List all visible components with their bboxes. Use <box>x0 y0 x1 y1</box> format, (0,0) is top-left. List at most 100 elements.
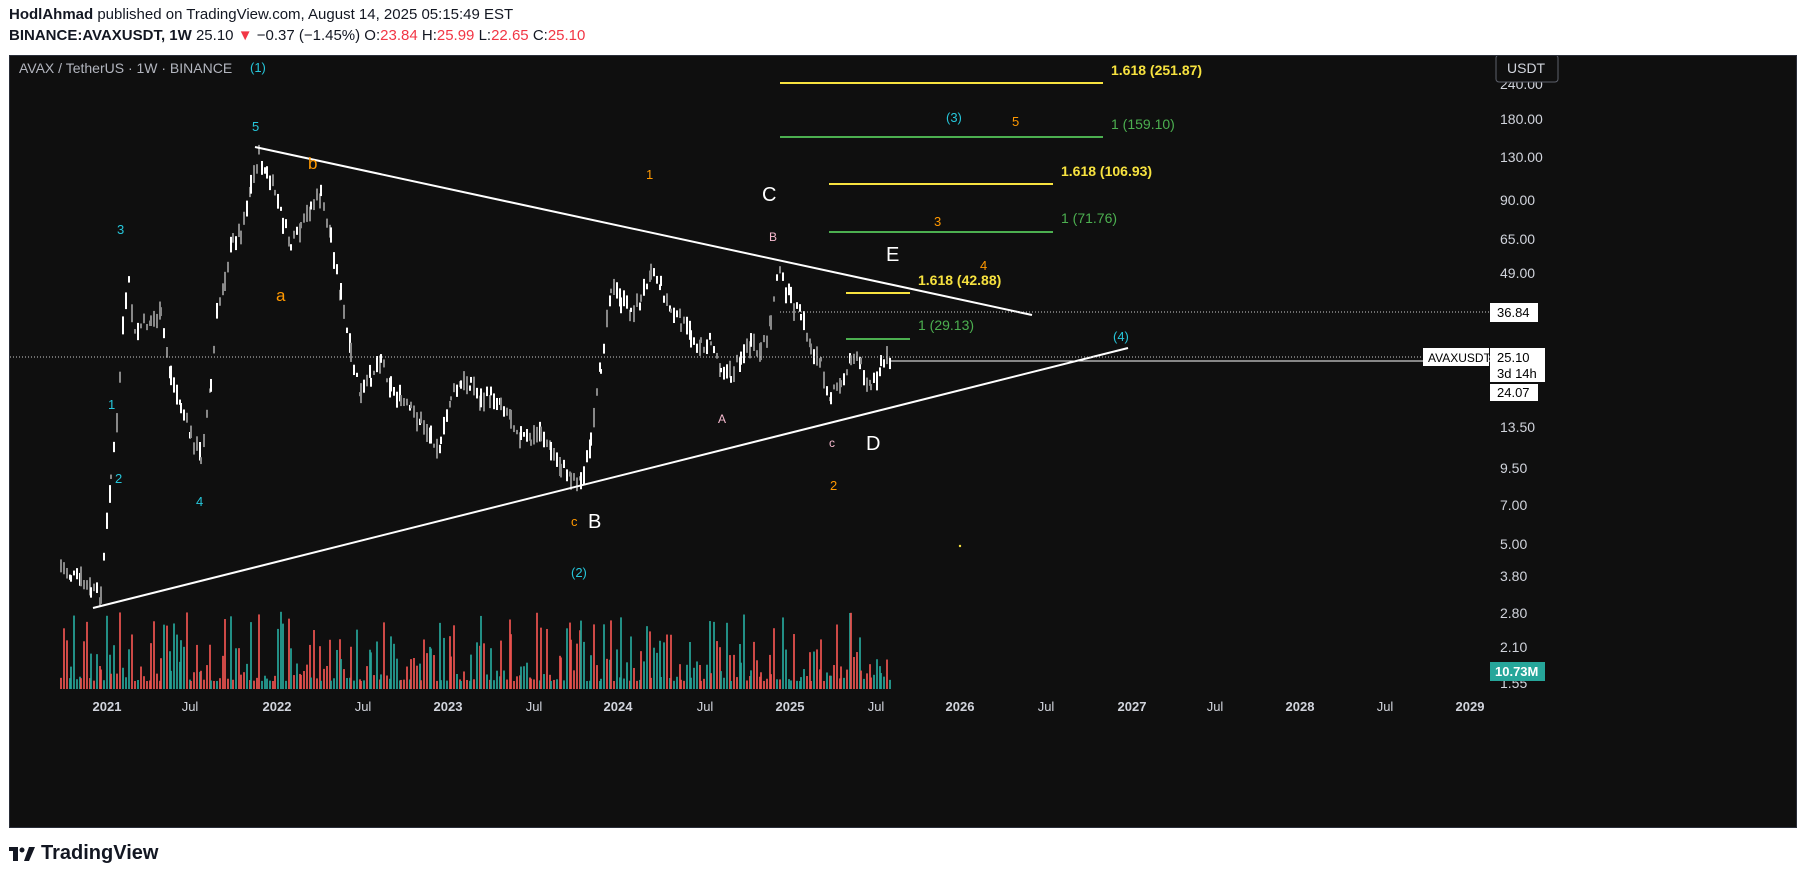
price-axis-label: 49.00 <box>1500 265 1535 281</box>
upper-trendline[interactable] <box>254 146 1033 316</box>
candle <box>496 397 498 411</box>
volume-bar <box>603 624 605 689</box>
candle <box>653 268 655 277</box>
price-axis[interactable]: 240.00180.00130.0090.0065.0049.0013.509.… <box>1500 76 1543 691</box>
candle <box>423 420 425 435</box>
volume-bar <box>756 660 758 689</box>
candle <box>243 211 245 225</box>
volume-bar <box>666 634 668 689</box>
candle <box>853 353 855 364</box>
candle <box>340 283 342 300</box>
volume-bar <box>556 679 558 689</box>
time-axis[interactable]: 2021 Jul 2022 Jul 2023 Jul 2024 Jul 2025 Jul 2026 J… <box>93 699 1485 714</box>
wave-label: A <box>718 412 726 426</box>
candle <box>666 293 668 306</box>
volume-bar <box>869 664 871 689</box>
candle <box>879 367 881 377</box>
last-price: 25.10 <box>195 27 234 44</box>
candle <box>200 457 202 465</box>
volume-bar <box>193 672 195 689</box>
candle <box>199 442 201 461</box>
volume-bar <box>670 634 672 689</box>
lower-trendline[interactable] <box>92 347 1129 609</box>
volume-bar <box>679 664 681 689</box>
chart-canvas[interactable]: AVAX / TetherUS · 1W · BINANCE 1.618 (25… <box>10 56 1797 828</box>
volume-bar <box>540 627 542 689</box>
currency-button-label: USDT <box>1507 60 1546 76</box>
volume-bar <box>870 677 872 689</box>
candle <box>166 347 168 358</box>
volume-bar <box>366 666 368 689</box>
candle <box>700 337 702 343</box>
candle <box>316 188 318 201</box>
candle <box>469 385 471 391</box>
candle <box>274 189 276 196</box>
volume-bar <box>203 679 205 689</box>
volume-bar <box>70 666 72 689</box>
volume-bar <box>699 664 701 689</box>
candle <box>460 380 462 389</box>
candle <box>723 366 725 380</box>
volume-bar <box>86 621 88 689</box>
change-arrow-icon: ▼ <box>237 27 253 44</box>
volume-bar <box>473 679 475 689</box>
price-axis-label: 2.80 <box>1500 605 1527 621</box>
candle <box>238 223 240 238</box>
candle <box>699 339 701 356</box>
volume-bar <box>173 623 175 689</box>
volume-bar <box>380 674 382 689</box>
candle <box>453 383 455 393</box>
wave-label: 3 <box>117 222 124 237</box>
volume-bar <box>640 651 642 689</box>
candle <box>609 295 611 307</box>
candle <box>93 583 95 592</box>
volume-bar <box>243 672 245 689</box>
volume-bar <box>238 648 240 689</box>
fib-label-29: 1 (29.13) <box>918 317 974 333</box>
candle <box>470 376 472 383</box>
volume-bar <box>553 679 555 689</box>
candle <box>640 294 642 302</box>
candle <box>440 436 442 445</box>
candle <box>63 562 65 575</box>
volume-bar <box>526 662 528 689</box>
wave-label: C <box>762 184 776 206</box>
candle <box>140 323 142 329</box>
candle <box>530 439 532 446</box>
volume-bar <box>440 680 442 689</box>
volume-bar <box>390 636 392 689</box>
candle <box>790 286 792 304</box>
chart-pane[interactable]: AVAX / TetherUS · 1W · BINANCE 1.618 (25… <box>9 55 1797 828</box>
volume-bar <box>600 678 602 689</box>
volume-bar <box>143 676 145 689</box>
volume-bar <box>636 680 638 689</box>
candle <box>180 403 182 414</box>
volume-bar <box>113 645 115 689</box>
author-name[interactable]: HodlAhmad <box>9 6 94 23</box>
candle <box>639 302 641 311</box>
volume-bar <box>520 666 522 689</box>
volume-bar <box>690 677 692 689</box>
volume-bar <box>353 680 355 689</box>
footer-branding[interactable]: TradingView <box>9 842 158 865</box>
volume-bar <box>573 670 575 689</box>
candle <box>596 388 598 396</box>
close-value: 25.10 <box>547 27 586 44</box>
volume-bar <box>729 655 731 689</box>
volume-bar <box>246 663 248 689</box>
low-price-value: 24.07 <box>1497 385 1530 400</box>
volume-bar <box>206 665 208 689</box>
currency-button[interactable] <box>1495 56 1559 83</box>
candle <box>773 296 775 302</box>
candle <box>776 274 778 281</box>
volume-bar <box>673 680 675 689</box>
candle <box>523 432 525 437</box>
candle <box>190 425 192 439</box>
candle <box>782 272 784 281</box>
candle <box>232 233 234 243</box>
candle <box>213 345 215 354</box>
candle <box>580 472 582 490</box>
time-axis-label: Jul <box>1377 699 1394 714</box>
low-label: L: <box>478 27 492 44</box>
volume-bar <box>606 658 608 689</box>
